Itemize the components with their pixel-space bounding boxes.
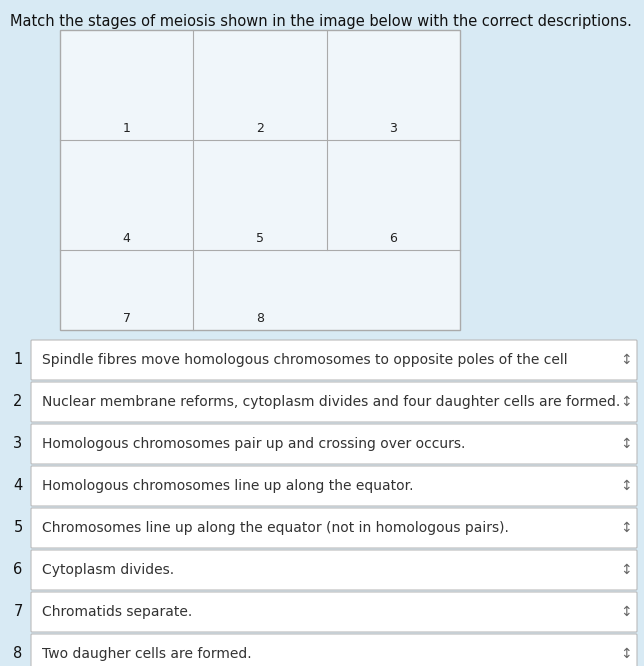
Text: Cytoplasm divides.: Cytoplasm divides. xyxy=(42,563,174,577)
Text: Two daugher cells are formed.: Two daugher cells are formed. xyxy=(42,647,252,661)
Text: ↕: ↕ xyxy=(620,605,632,619)
Text: ↕: ↕ xyxy=(620,353,632,367)
Text: 7: 7 xyxy=(122,312,131,325)
Text: ↕: ↕ xyxy=(620,563,632,577)
Bar xyxy=(60,30,460,330)
Text: 5: 5 xyxy=(14,521,23,535)
FancyBboxPatch shape xyxy=(31,382,637,422)
Text: 5: 5 xyxy=(256,232,264,245)
Text: Match the stages of meiosis shown in the image below with the correct descriptio: Match the stages of meiosis shown in the… xyxy=(10,14,632,29)
FancyBboxPatch shape xyxy=(31,340,637,380)
FancyBboxPatch shape xyxy=(31,550,637,590)
Text: Chromosomes line up along the equator (not in homologous pairs).: Chromosomes line up along the equator (n… xyxy=(42,521,509,535)
FancyBboxPatch shape xyxy=(31,424,637,464)
Text: 3: 3 xyxy=(14,436,23,452)
FancyBboxPatch shape xyxy=(31,592,637,632)
FancyBboxPatch shape xyxy=(31,508,637,548)
Text: Chromatids separate.: Chromatids separate. xyxy=(42,605,193,619)
Text: 3: 3 xyxy=(390,122,397,135)
Text: ↕: ↕ xyxy=(620,395,632,409)
Text: ↕: ↕ xyxy=(620,521,632,535)
Text: Nuclear membrane reforms, cytoplasm divides and four daughter cells are formed.: Nuclear membrane reforms, cytoplasm divi… xyxy=(42,395,620,409)
Text: 6: 6 xyxy=(14,563,23,577)
Text: 8: 8 xyxy=(256,312,264,325)
Text: Spindle fibres move homologous chromosomes to opposite poles of the cell: Spindle fibres move homologous chromosom… xyxy=(42,353,567,367)
Text: 2: 2 xyxy=(256,122,264,135)
FancyBboxPatch shape xyxy=(31,466,637,506)
Text: ↕: ↕ xyxy=(620,479,632,493)
Text: 7: 7 xyxy=(14,605,23,619)
Text: 4: 4 xyxy=(14,478,23,494)
Text: Homologous chromosomes line up along the equator.: Homologous chromosomes line up along the… xyxy=(42,479,413,493)
Text: 2: 2 xyxy=(14,394,23,410)
Text: 6: 6 xyxy=(390,232,397,245)
Text: 1: 1 xyxy=(14,352,23,368)
FancyBboxPatch shape xyxy=(31,634,637,666)
Text: 1: 1 xyxy=(123,122,131,135)
Text: ↕: ↕ xyxy=(620,437,632,451)
Text: 4: 4 xyxy=(123,232,131,245)
Text: 8: 8 xyxy=(14,647,23,661)
Text: Homologous chromosomes pair up and crossing over occurs.: Homologous chromosomes pair up and cross… xyxy=(42,437,466,451)
Text: ↕: ↕ xyxy=(620,647,632,661)
